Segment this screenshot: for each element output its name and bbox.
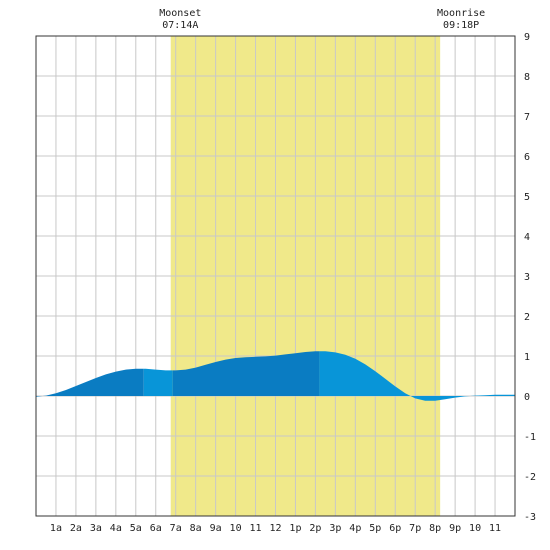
y-tick-label: 4: [524, 232, 530, 243]
x-tick-label: 6a: [150, 523, 162, 534]
tide-area-band: [319, 351, 515, 401]
tide-area-band: [172, 351, 320, 396]
x-tick-label: 1p: [289, 523, 301, 534]
x-tick-label: 7a: [170, 523, 182, 534]
x-tick-label: 2a: [70, 523, 82, 534]
x-tick-label: 11: [250, 523, 262, 534]
y-tick-label: -2: [524, 472, 536, 483]
y-tick-label: 6: [524, 152, 530, 163]
y-tick-label: 2: [524, 312, 530, 323]
tide-area-band: [36, 368, 144, 397]
x-tick-label: 7p: [409, 523, 421, 534]
x-tick-label: 9p: [449, 523, 461, 534]
x-tick-label: 12: [269, 523, 281, 534]
x-tick-label: 4a: [110, 523, 122, 534]
x-tick-label: 8p: [429, 523, 441, 534]
y-tick-label: -3: [524, 512, 536, 523]
y-tick-label: 5: [524, 192, 530, 203]
annotation-label: Moonset: [159, 8, 201, 19]
x-tick-label: 8a: [190, 523, 202, 534]
x-tick-label: 10: [469, 523, 481, 534]
x-tick-label: 4p: [349, 523, 361, 534]
y-tick-label: -1: [524, 432, 536, 443]
y-tick-label: 1: [524, 352, 530, 363]
x-tick-label: 5a: [130, 523, 142, 534]
plot-frame: [35, 35, 516, 517]
y-tick-label: 0: [524, 392, 530, 403]
tide-area-band: [143, 368, 173, 396]
annotation-time: 07:14A: [162, 20, 198, 31]
x-tick-label: 5p: [369, 523, 381, 534]
x-tick-label: 1a: [50, 523, 62, 534]
x-tick-label: 2p: [309, 523, 321, 534]
x-tick-label: 10: [230, 523, 242, 534]
x-tick-label: 9a: [210, 523, 222, 534]
y-tick-label: 9: [524, 32, 530, 43]
x-tick-label: 3a: [90, 523, 102, 534]
y-tick-label: 8: [524, 72, 530, 83]
y-tick-label: 3: [524, 272, 530, 283]
x-tick-label: 11: [489, 523, 501, 534]
annotation-time: 09:18P: [443, 20, 479, 31]
x-tick-label: 6p: [389, 523, 401, 534]
x-tick-label: 3p: [329, 523, 341, 534]
annotation-label: Moonrise: [437, 8, 485, 19]
y-tick-label: 7: [524, 112, 530, 123]
